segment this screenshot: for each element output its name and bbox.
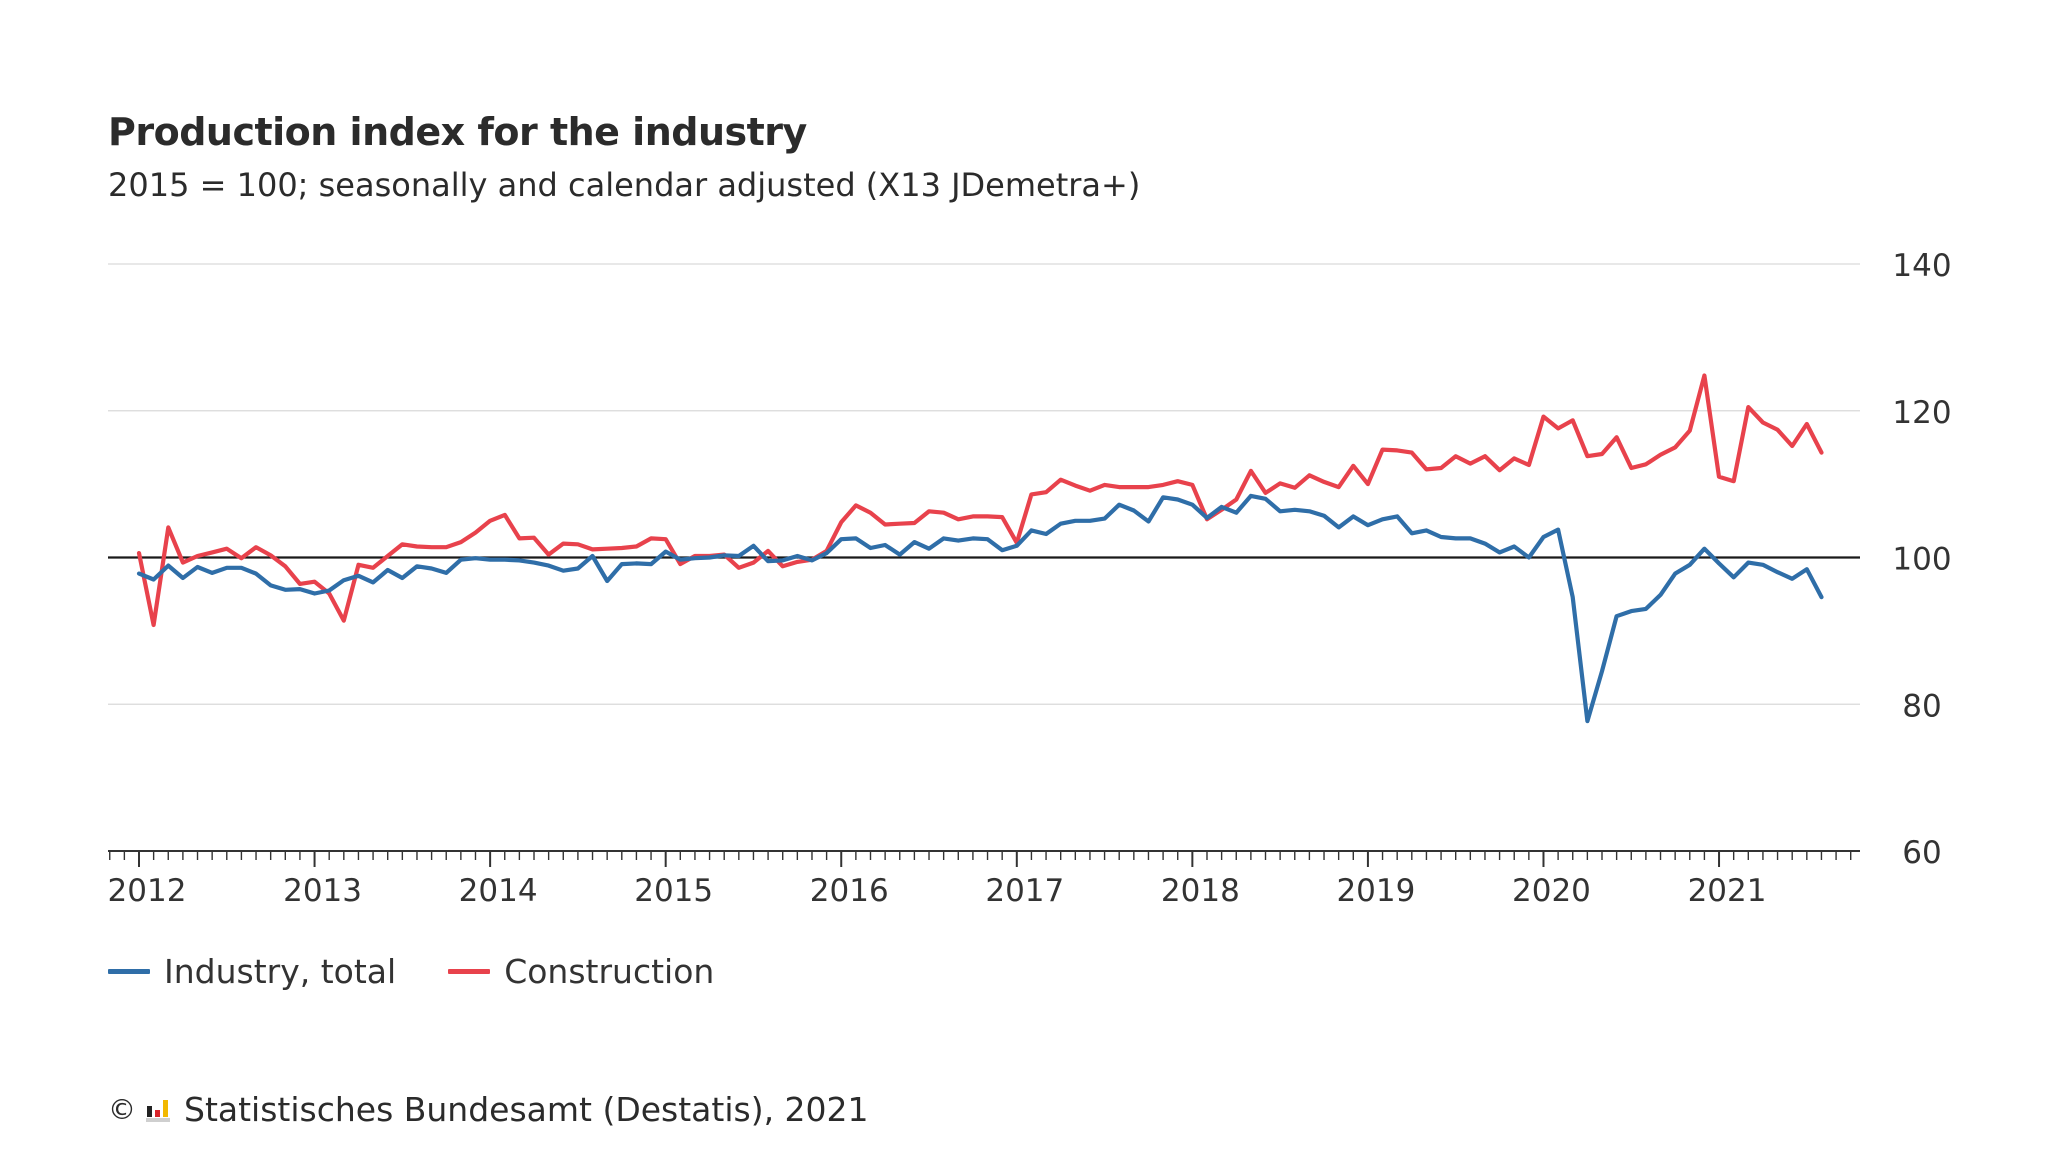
legend-swatch-industry [108, 969, 150, 974]
copyright-symbol: © [108, 1093, 136, 1126]
grid-lines [108, 263, 1860, 705]
y-tick-label: 60 [1902, 835, 1941, 871]
legend-swatch-construction [448, 969, 491, 974]
y-tick-label: 80 [1902, 688, 1941, 724]
chart-title: Production index for the industry [108, 110, 807, 154]
x-tick-label: 2015 [634, 873, 713, 909]
x-axis [108, 850, 1860, 867]
destatis-logo-icon [146, 1099, 170, 1122]
chart-subtitle: 2015 = 100; seasonally and calendar adju… [108, 166, 1141, 204]
legend: Industry, total Construction [108, 952, 766, 991]
legend-item-construction[interactable]: Construction [448, 952, 714, 991]
x-tick-label: 2012 [108, 873, 187, 909]
x-tick-label: 2018 [1161, 873, 1240, 909]
source-text: Statistisches Bundesamt (Destatis), 2021 [184, 1090, 869, 1129]
y-tick-label: 100 [1892, 542, 1951, 578]
y-axis-labels: 60 80 100 120 140 [1892, 248, 1951, 871]
footer: © Statistisches Bundesamt (Destatis), 20… [108, 1090, 869, 1129]
series-layer [136, 373, 1824, 724]
x-tick-label: 2016 [810, 873, 889, 909]
series-line-construction [136, 373, 1824, 628]
x-tick-label: 2019 [1336, 873, 1415, 909]
y-tick-label: 140 [1892, 248, 1951, 284]
x-axis-labels: 2012 2013 2014 2015 2016 2017 2018 2019 2020 2021 [108, 873, 1767, 909]
series-line-industry [136, 493, 1824, 724]
y-tick-label: 120 [1892, 395, 1951, 431]
legend-label-construction: Construction [504, 952, 715, 991]
x-tick-label: 2020 [1512, 873, 1591, 909]
x-tick-label: 2014 [459, 873, 538, 909]
x-tick-label: 2021 [1688, 873, 1767, 909]
legend-item-industry[interactable]: Industry, total [108, 952, 396, 991]
x-tick-label: 2017 [985, 873, 1064, 909]
legend-label-industry: Industry, total [164, 952, 397, 991]
x-tick-label: 2013 [283, 873, 362, 909]
